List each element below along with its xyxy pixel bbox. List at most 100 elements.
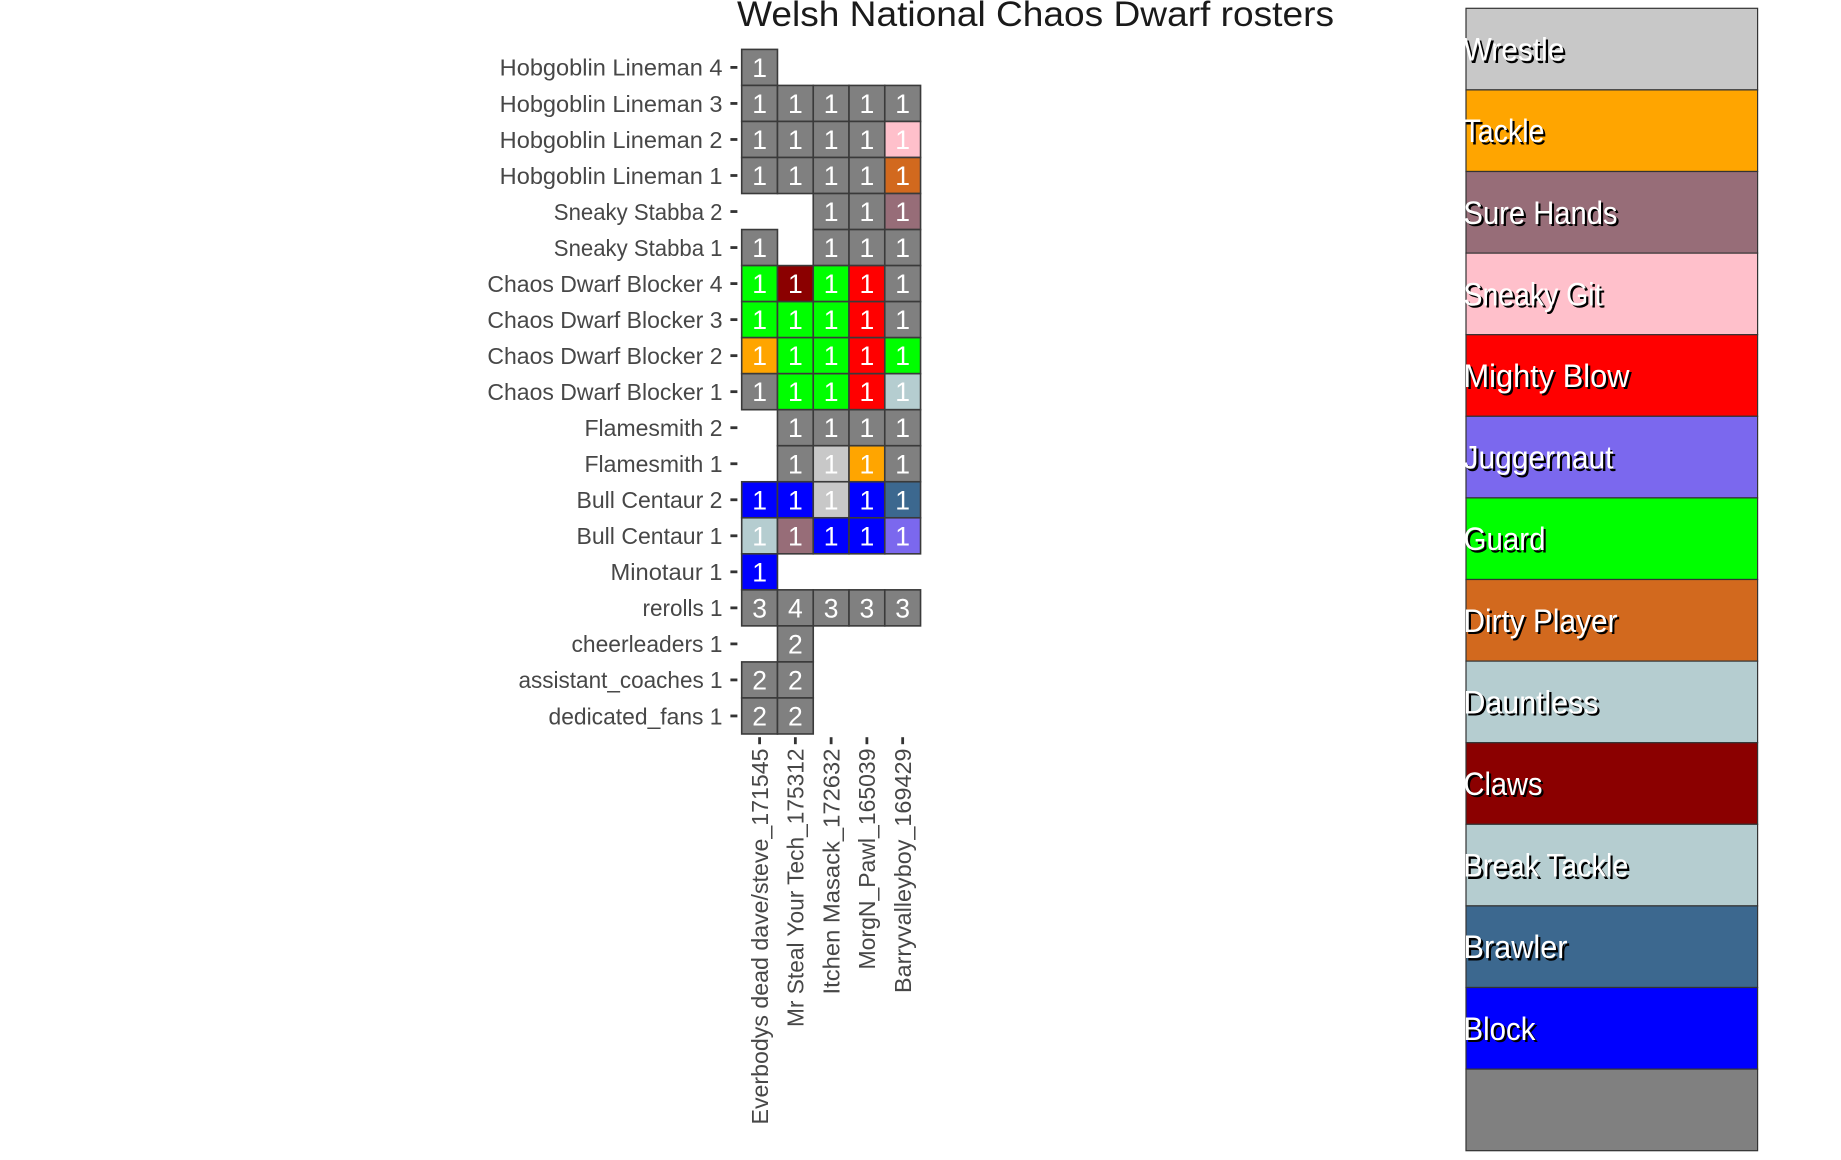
- svg-text:1: 1: [860, 377, 875, 407]
- svg-text:Brawler: Brawler: [1466, 931, 1570, 967]
- svg-text:Sneaky Git: Sneaky Git: [1464, 276, 1603, 312]
- svg-text:Tackle: Tackle: [1464, 113, 1545, 149]
- svg-text:1: 1: [788, 341, 803, 371]
- svg-text:1: 1: [860, 341, 875, 371]
- svg-text:1: 1: [895, 341, 910, 371]
- svg-text:1: 1: [824, 197, 839, 227]
- svg-text:Claws: Claws: [1466, 768, 1545, 804]
- svg-text:1: 1: [860, 269, 875, 299]
- svg-text:Bull Centaur 1: Bull Centaur 1: [577, 523, 723, 549]
- svg-text:1: 1: [895, 413, 910, 443]
- svg-text:4: 4: [788, 593, 803, 623]
- svg-text:Everbodys dead dave/steve_1715: Everbodys dead dave/steve_171545: [747, 749, 773, 1125]
- svg-text:1: 1: [752, 341, 767, 371]
- svg-text:3: 3: [824, 593, 839, 623]
- svg-text:1: 1: [752, 161, 767, 191]
- svg-text:Chaos Dwarf Blocker 4: Chaos Dwarf Blocker 4: [487, 271, 722, 297]
- svg-text:3: 3: [895, 593, 910, 623]
- svg-text:Sure Hands: Sure Hands: [1464, 195, 1618, 231]
- svg-text:Mighty Blow: Mighty Blow: [1464, 358, 1631, 394]
- svg-text:1: 1: [895, 161, 910, 191]
- svg-text:cheerleaders 1: cheerleaders 1: [572, 631, 723, 657]
- svg-text:Tackle: Tackle: [1466, 115, 1547, 151]
- svg-text:1: 1: [895, 269, 910, 299]
- svg-text:1: 1: [752, 89, 767, 119]
- svg-text:1: 1: [860, 413, 875, 443]
- svg-text:Welsh National Chaos Dwarf ros: Welsh National Chaos Dwarf rosters: [737, 0, 1334, 34]
- svg-text:1: 1: [788, 161, 803, 191]
- svg-text:1: 1: [752, 557, 767, 587]
- svg-text:Minotaur 1: Minotaur 1: [611, 559, 723, 585]
- svg-text:1: 1: [824, 413, 839, 443]
- svg-text:Chaos Dwarf Blocker 1: Chaos Dwarf Blocker 1: [487, 379, 722, 405]
- svg-text:1: 1: [824, 485, 839, 515]
- svg-text:1: 1: [895, 125, 910, 155]
- svg-text:1: 1: [860, 161, 875, 191]
- svg-text:Flamesmith 1: Flamesmith 1: [585, 451, 723, 477]
- svg-text:1: 1: [860, 521, 875, 551]
- svg-text:Juggernaut: Juggernaut: [1466, 442, 1616, 478]
- svg-text:1: 1: [895, 377, 910, 407]
- svg-text:1: 1: [895, 521, 910, 551]
- svg-text:Mr Steal Your Tech_175312: Mr Steal Your Tech_175312: [783, 749, 809, 1028]
- svg-text:1: 1: [752, 269, 767, 299]
- svg-text:1: 1: [860, 305, 875, 335]
- svg-text:Block: Block: [1466, 1013, 1539, 1049]
- svg-text:1: 1: [860, 197, 875, 227]
- svg-text:1: 1: [895, 305, 910, 335]
- svg-text:1: 1: [752, 233, 767, 263]
- svg-text:1: 1: [788, 305, 803, 335]
- svg-text:1: 1: [788, 125, 803, 155]
- svg-text:MorgN_Pawl_165039: MorgN_Pawl_165039: [854, 749, 880, 970]
- svg-text:1: 1: [824, 305, 839, 335]
- svg-text:Break Tackle: Break Tackle: [1464, 848, 1629, 884]
- svg-text:Hobgoblin Lineman 1: Hobgoblin Lineman 1: [500, 163, 723, 189]
- svg-text:rerolls 1: rerolls 1: [643, 595, 723, 621]
- svg-text:Bull Centaur 2: Bull Centaur 2: [577, 487, 723, 513]
- svg-text:Hobgoblin Lineman 3: Hobgoblin Lineman 3: [500, 91, 723, 117]
- svg-text:1: 1: [824, 521, 839, 551]
- svg-text:2: 2: [752, 701, 767, 731]
- svg-text:1: 1: [752, 485, 767, 515]
- svg-text:Barryvalleyboy_169429: Barryvalleyboy_169429: [890, 749, 916, 994]
- svg-text:1: 1: [824, 449, 839, 479]
- svg-text:1: 1: [824, 341, 839, 371]
- svg-text:Dauntless: Dauntless: [1466, 687, 1601, 723]
- svg-text:1: 1: [824, 233, 839, 263]
- svg-text:Mighty Blow: Mighty Blow: [1466, 360, 1633, 396]
- svg-text:1: 1: [860, 89, 875, 119]
- svg-text:1: 1: [824, 125, 839, 155]
- svg-text:assistant_coaches 1: assistant_coaches 1: [519, 667, 723, 693]
- svg-text:1: 1: [752, 377, 767, 407]
- svg-text:Sure Hands: Sure Hands: [1466, 197, 1620, 233]
- svg-text:Hobgoblin Lineman 2: Hobgoblin Lineman 2: [500, 127, 723, 153]
- svg-text:1: 1: [824, 377, 839, 407]
- svg-text:Dirty Player: Dirty Player: [1466, 605, 1620, 641]
- svg-text:Claws: Claws: [1464, 766, 1543, 802]
- svg-text:1: 1: [824, 161, 839, 191]
- svg-text:1: 1: [752, 521, 767, 551]
- svg-text:1: 1: [860, 233, 875, 263]
- svg-text:1: 1: [895, 449, 910, 479]
- svg-text:3: 3: [860, 593, 875, 623]
- svg-text:Juggernaut: Juggernaut: [1464, 440, 1614, 476]
- svg-text:1: 1: [788, 413, 803, 443]
- svg-text:Chaos Dwarf Blocker 3: Chaos Dwarf Blocker 3: [487, 307, 722, 333]
- svg-text:Brawler: Brawler: [1464, 929, 1568, 965]
- svg-text:1: 1: [860, 449, 875, 479]
- svg-text:2: 2: [788, 665, 803, 695]
- svg-text:Wrestle: Wrestle: [1464, 32, 1565, 68]
- svg-text:1: 1: [895, 197, 910, 227]
- svg-text:Sneaky Git: Sneaky Git: [1466, 279, 1605, 315]
- svg-text:1: 1: [788, 521, 803, 551]
- svg-text:1: 1: [824, 269, 839, 299]
- svg-text:2: 2: [788, 701, 803, 731]
- svg-text:Dirty Player: Dirty Player: [1464, 603, 1618, 639]
- svg-text:dedicated_fans 1: dedicated_fans 1: [549, 703, 723, 729]
- svg-text:1: 1: [895, 485, 910, 515]
- svg-text:1: 1: [752, 125, 767, 155]
- svg-text:Sneaky Stabba 2: Sneaky Stabba 2: [554, 199, 723, 225]
- svg-text:1: 1: [788, 89, 803, 119]
- svg-text:1: 1: [788, 485, 803, 515]
- svg-text:Hobgoblin Lineman 4: Hobgoblin Lineman 4: [500, 55, 723, 81]
